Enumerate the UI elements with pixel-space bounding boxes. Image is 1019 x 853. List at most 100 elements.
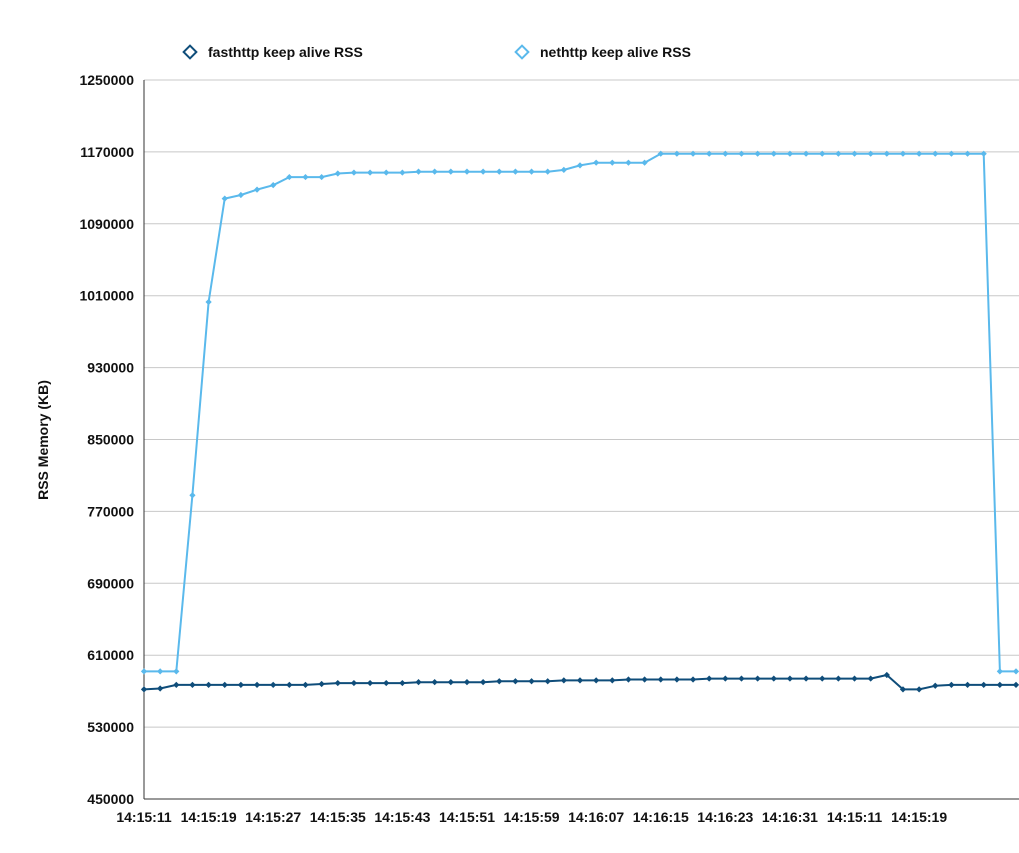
- data-point: [593, 159, 600, 166]
- y-tick-label: 1170000: [80, 144, 134, 160]
- data-point: [302, 681, 309, 688]
- data-point: [496, 168, 503, 175]
- data-point: [835, 675, 842, 682]
- data-point: [431, 168, 438, 175]
- data-point: [189, 681, 196, 688]
- data-point: [221, 195, 228, 202]
- data-point: [576, 677, 584, 684]
- data-point: [625, 676, 632, 683]
- series-layer: [140, 150, 1019, 693]
- data-point: [625, 159, 632, 166]
- data-point: [350, 679, 358, 687]
- y-tick-labels: 450000 530000 610000 690000 770000 850000 9300…: [79, 72, 134, 807]
- data-point: [286, 681, 293, 688]
- y-tick-label: 1090000: [79, 216, 134, 232]
- data-point: [270, 182, 277, 189]
- series-fasthttp: [140, 671, 1019, 693]
- data-point: [318, 680, 325, 688]
- series-nethttp: [140, 150, 1019, 675]
- data-point: [173, 668, 180, 675]
- data-point: [463, 679, 471, 686]
- data-point: [350, 169, 358, 176]
- data-point: [560, 677, 567, 684]
- data-point: [948, 681, 955, 688]
- data-point: [528, 678, 535, 685]
- data-point: [383, 169, 390, 176]
- data-point: [399, 169, 406, 176]
- x-tick-label: 14:15:43: [374, 809, 430, 825]
- data-point: [399, 679, 406, 687]
- data-point: [479, 168, 487, 175]
- data-point: [512, 168, 519, 175]
- data-point: [754, 675, 761, 682]
- y-tick-label: 450000: [87, 791, 134, 807]
- x-tick-label: 14:15:19: [181, 809, 237, 825]
- y-axis-label: RSS Memory (KB): [35, 380, 51, 500]
- data-point: [140, 686, 148, 693]
- legend-diamond-icon: [514, 44, 530, 60]
- data-point: [673, 676, 681, 683]
- x-tick-labels: 14:15:11 14:15:19 14:15:27 14:15:35 14:15:43…: [116, 809, 947, 825]
- data-point: [512, 678, 519, 685]
- data-point: [205, 298, 212, 306]
- data-point: [819, 675, 826, 682]
- data-point: [366, 169, 374, 176]
- data-point: [1012, 681, 1019, 688]
- data-point: [544, 168, 551, 175]
- data-point: [528, 168, 535, 175]
- legend-item-fasthttp[interactable]: fasthttp keep alive RSS: [182, 44, 363, 60]
- y-tick-label: 930000: [87, 360, 134, 376]
- data-point: [706, 675, 713, 682]
- data-point: [609, 677, 616, 684]
- legend-item-nethttp[interactable]: nethttp keep alive RSS: [514, 44, 691, 60]
- axes: [143, 80, 1019, 800]
- data-point: [641, 676, 648, 683]
- legend-label-nethttp: nethttp keep alive RSS: [540, 44, 691, 60]
- data-point: [157, 668, 164, 675]
- data-point: [609, 159, 616, 166]
- data-point: [463, 168, 471, 175]
- data-point: [237, 681, 245, 688]
- data-point: [431, 679, 438, 686]
- y-tick-label: 1010000: [79, 288, 134, 304]
- legend-diamond-icon: [182, 44, 198, 60]
- data-point: [383, 679, 390, 687]
- data-point: [496, 678, 503, 685]
- data-point: [221, 681, 228, 688]
- data-point: [593, 677, 600, 684]
- x-tick-label: 14:15:27: [245, 809, 301, 825]
- data-point: [205, 681, 212, 688]
- data-point: [657, 676, 664, 683]
- data-point: [318, 173, 325, 181]
- data-point: [1012, 668, 1019, 675]
- data-point: [366, 679, 374, 687]
- data-point: [802, 675, 810, 682]
- data-point: [722, 675, 729, 682]
- data-point: [253, 186, 261, 193]
- data-point: [851, 675, 858, 682]
- data-point: [996, 668, 1003, 675]
- data-point: [334, 170, 341, 177]
- data-point: [447, 168, 454, 175]
- x-tick-label: 14:16:15: [633, 809, 689, 825]
- data-point: [140, 668, 148, 675]
- x-tick-label: 14:15:51: [439, 809, 495, 825]
- data-point: [479, 679, 487, 686]
- legend[interactable]: fasthttp keep alive RSS nethttp keep ali…: [182, 44, 691, 60]
- x-tick-label: 14:15:11: [827, 809, 882, 825]
- data-point: [915, 686, 923, 693]
- data-point: [173, 681, 180, 688]
- data-point: [738, 675, 745, 682]
- data-point: [996, 681, 1003, 688]
- data-point: [576, 162, 584, 169]
- x-tick-label: 14:15:35: [310, 809, 366, 825]
- x-tick-label: 14:15:59: [504, 809, 560, 825]
- data-point: [786, 675, 794, 682]
- data-point: [189, 492, 196, 499]
- x-tick-label: 14:16:07: [568, 809, 624, 825]
- y-tick-label: 850000: [87, 432, 134, 448]
- y-tick-label: 1250000: [79, 72, 134, 88]
- y-tick-label: 610000: [87, 647, 134, 663]
- data-point: [883, 671, 890, 679]
